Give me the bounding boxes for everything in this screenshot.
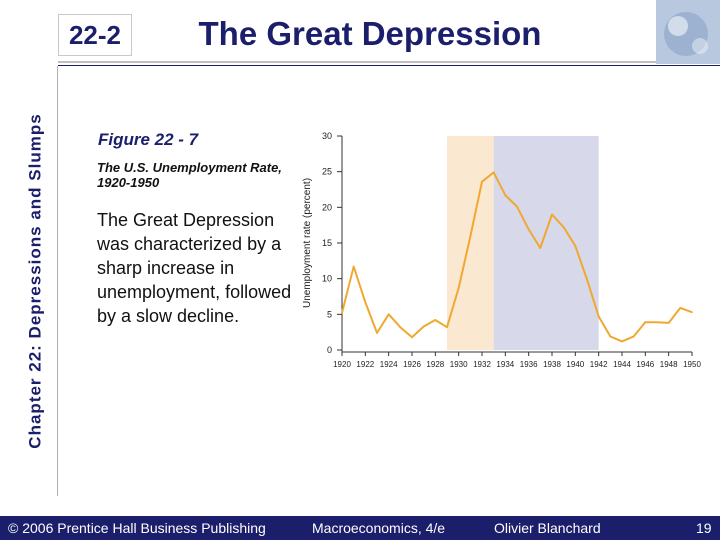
x-tick-label: 1946 [636, 360, 654, 369]
data-point [481, 180, 483, 183]
y-axis-label: Unemployment rate (percent) [302, 178, 313, 308]
data-point [667, 322, 670, 324]
footer: © 2006 Prentice Hall Business Publishing… [0, 516, 720, 540]
x-tick-label: 1926 [403, 360, 421, 369]
data-point [691, 311, 693, 313]
corner-logo-icon [656, 0, 720, 64]
data-point [352, 265, 355, 268]
data-point [364, 301, 367, 304]
footer-copyright: © 2006 Prentice Hall Business Publishing [8, 520, 266, 536]
y-tick-label: 20 [322, 202, 332, 212]
x-tick-label: 1930 [450, 360, 468, 369]
y-tick-label: 30 [322, 131, 332, 141]
data-point [644, 321, 647, 323]
data-point [527, 228, 530, 231]
data-point [586, 278, 588, 281]
y-tick-label: 5 [327, 309, 332, 319]
y-tick-label: 15 [322, 238, 332, 248]
y-tick-label: 0 [327, 345, 332, 355]
data-point [387, 313, 390, 316]
x-tick-label: 1938 [543, 360, 561, 369]
x-tick-label: 1928 [426, 360, 444, 369]
data-point [469, 235, 472, 238]
data-point [679, 307, 682, 309]
data-point [656, 321, 658, 323]
figure-label: Figure 22 - 7 [88, 126, 294, 158]
x-tick-label: 1948 [660, 360, 678, 369]
data-point [411, 336, 413, 338]
x-tick-label: 1940 [566, 360, 584, 369]
data-point [341, 312, 343, 314]
data-point [422, 325, 425, 328]
x-tick-label: 1942 [590, 360, 608, 369]
data-point [574, 245, 577, 247]
x-tick-label: 1934 [496, 360, 514, 369]
data-point [457, 287, 460, 289]
header-decoration [58, 61, 720, 66]
page-number: 19 [696, 520, 712, 536]
data-point [516, 205, 518, 208]
body-text: The Great Depression was characterized b… [97, 210, 292, 326]
data-point [504, 194, 507, 197]
shaded-period [447, 136, 494, 350]
data-point [551, 213, 553, 216]
y-tick-label: 10 [322, 274, 332, 284]
unemployment-chart: 0 5 10 15 20 25 30 1920 1922 1924 1926 1928 1930 1932… [294, 124, 702, 374]
slide-title: The Great Depression [198, 15, 542, 52]
footer-author: Olivier Blanchard [494, 520, 601, 536]
shaded-period [493, 136, 599, 350]
x-tick-label: 1950 [683, 360, 701, 369]
data-point [492, 171, 495, 174]
data-point [376, 332, 378, 334]
x-tick-label: 1944 [613, 360, 631, 369]
section-number: 22-2 [58, 14, 132, 56]
data-point [597, 315, 600, 318]
x-tick-label: 1922 [356, 360, 374, 369]
data-point [562, 226, 565, 229]
data-point [539, 247, 542, 249]
footer-book: Macroeconomics, 4/e [312, 520, 446, 536]
chapter-label: Chapter 22: Depressions and Slumps [14, 66, 58, 496]
data-point [446, 326, 448, 328]
chapter-label-text: Chapter 22: Depressions and Slumps [26, 113, 45, 449]
data-point [621, 340, 623, 343]
data-point [609, 335, 612, 338]
figure-caption: The U.S. Unemployment Rate, 1920-1950 [97, 160, 282, 190]
x-tick-label: 1920 [333, 360, 351, 369]
data-point [632, 335, 635, 338]
x-tick-label: 1936 [520, 360, 538, 369]
y-tick-label: 25 [322, 167, 332, 177]
x-tick-label: 1932 [473, 360, 491, 369]
data-point [399, 326, 402, 328]
x-tick-label: 1924 [380, 360, 398, 369]
data-point [434, 319, 437, 321]
